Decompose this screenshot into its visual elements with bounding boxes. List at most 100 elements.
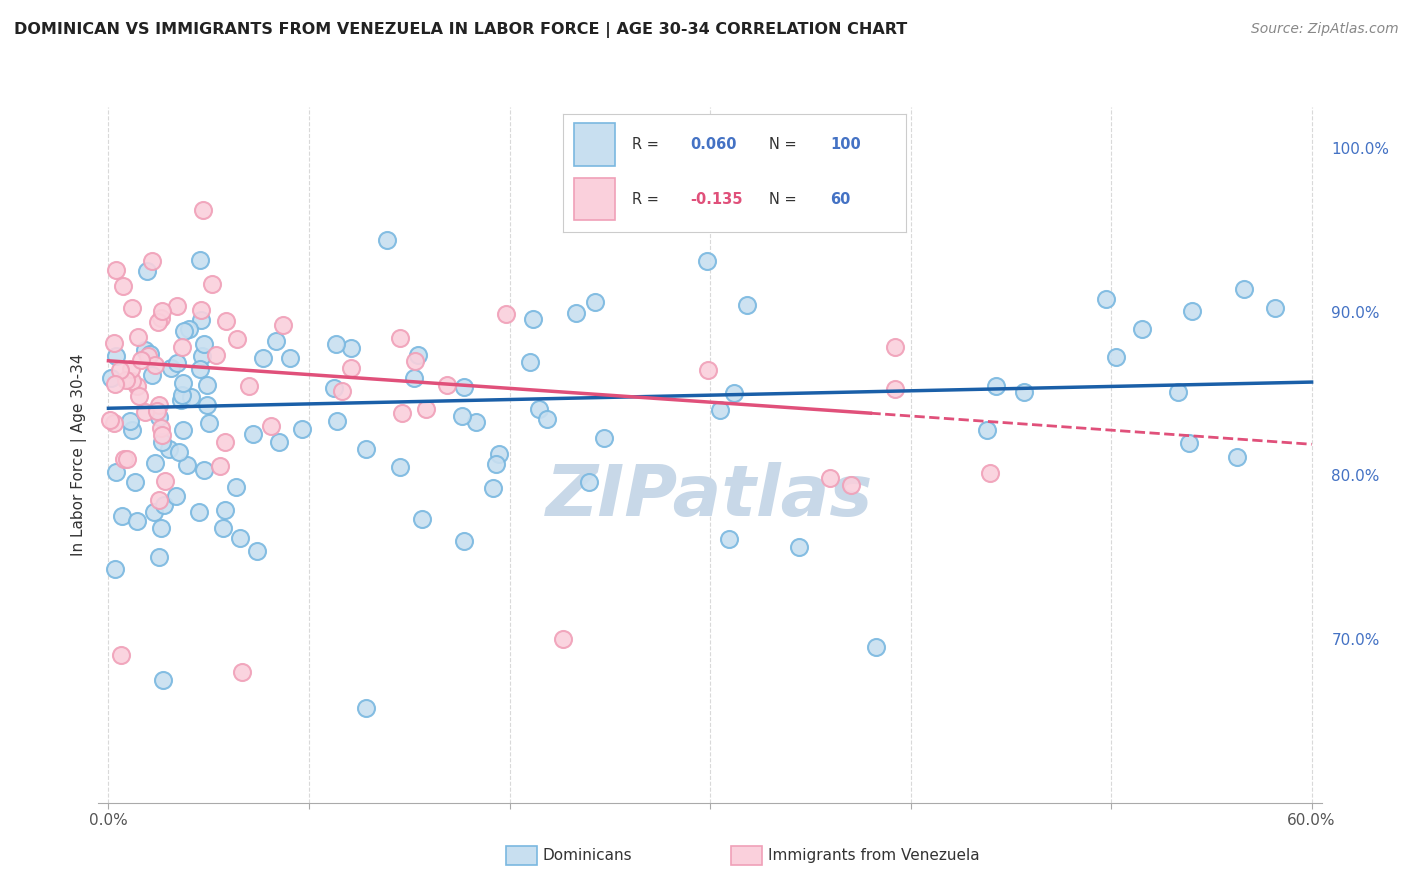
Point <box>105 349 128 363</box>
Point <box>193 462 215 476</box>
Point <box>172 423 194 437</box>
Point <box>583 294 606 309</box>
Point <box>146 315 169 329</box>
Point <box>138 349 160 363</box>
Point <box>110 362 132 376</box>
Point <box>697 363 720 377</box>
Point <box>104 376 127 391</box>
Point <box>152 434 174 449</box>
Point <box>453 379 475 393</box>
Point <box>153 474 176 488</box>
Point <box>103 417 125 431</box>
Point <box>1233 282 1256 296</box>
Point <box>696 253 718 268</box>
Point <box>188 362 211 376</box>
Point <box>404 371 426 385</box>
Point <box>170 392 193 407</box>
Point <box>118 414 141 428</box>
Point <box>150 303 173 318</box>
Point <box>260 419 283 434</box>
Point <box>976 423 998 437</box>
Point <box>117 451 139 466</box>
Point <box>339 341 361 355</box>
Point <box>138 347 160 361</box>
Point <box>485 457 508 471</box>
Point <box>1178 436 1201 450</box>
Point <box>325 336 347 351</box>
Point <box>818 471 841 485</box>
Point <box>127 514 149 528</box>
Point <box>195 398 218 412</box>
Point <box>226 332 249 346</box>
Point <box>986 379 1008 393</box>
Point <box>170 388 193 402</box>
Y-axis label: In Labor Force | Age 30-34: In Labor Force | Age 30-34 <box>72 353 87 557</box>
Point <box>120 362 142 376</box>
Point <box>522 312 544 326</box>
Point <box>242 426 264 441</box>
Point <box>269 435 291 450</box>
Point <box>252 351 274 366</box>
Point <box>121 374 143 388</box>
Point <box>170 340 193 354</box>
Point <box>1226 450 1249 464</box>
Point <box>124 475 146 489</box>
Point <box>536 412 558 426</box>
Text: Source: ZipAtlas.com: Source: ZipAtlas.com <box>1251 22 1399 37</box>
Point <box>1167 385 1189 400</box>
Point <box>121 301 143 315</box>
Point <box>149 310 172 325</box>
Point <box>191 349 214 363</box>
Point <box>157 442 180 456</box>
Point <box>121 423 143 437</box>
Point <box>436 378 458 392</box>
Point <box>212 521 235 535</box>
Point <box>229 531 252 545</box>
Point <box>495 307 517 321</box>
Text: ZIPatlas: ZIPatlas <box>547 462 873 531</box>
Point <box>1130 322 1153 336</box>
Point <box>191 203 214 218</box>
Point <box>104 562 127 576</box>
Point <box>375 233 398 247</box>
Text: Immigrants from Venezuela: Immigrants from Venezuela <box>768 848 980 863</box>
Point <box>735 298 758 312</box>
Point <box>884 382 907 396</box>
Point <box>723 385 745 400</box>
Point <box>529 402 551 417</box>
Point <box>553 632 575 646</box>
Point <box>884 340 907 354</box>
Point <box>129 353 152 368</box>
Point <box>188 253 211 268</box>
Point <box>278 351 301 366</box>
Point <box>103 335 125 350</box>
Point <box>1095 292 1118 306</box>
Point <box>389 331 412 345</box>
Point <box>519 354 541 368</box>
Point <box>593 431 616 445</box>
Point <box>464 415 486 429</box>
Point <box>104 465 127 479</box>
Point <box>266 334 288 348</box>
Point <box>152 673 174 687</box>
Point <box>391 406 413 420</box>
Point <box>415 401 437 416</box>
Text: DOMINICAN VS IMMIGRANTS FROM VENEZUELA IN LABOR FORCE | AGE 30-34 CORRELATION CH: DOMINICAN VS IMMIGRANTS FROM VENEZUELA I… <box>14 22 907 38</box>
Point <box>238 379 260 393</box>
Point <box>148 398 170 412</box>
Point <box>453 534 475 549</box>
Point <box>488 448 510 462</box>
Point <box>1181 304 1204 318</box>
Point <box>225 480 247 494</box>
Point <box>143 358 166 372</box>
Point <box>180 390 202 404</box>
Point <box>291 422 314 436</box>
Point <box>166 300 188 314</box>
Point <box>322 381 344 395</box>
Point <box>128 389 150 403</box>
Point <box>404 353 426 368</box>
Point <box>201 277 224 292</box>
Point <box>709 403 731 417</box>
Point <box>148 550 170 565</box>
Point <box>340 360 363 375</box>
